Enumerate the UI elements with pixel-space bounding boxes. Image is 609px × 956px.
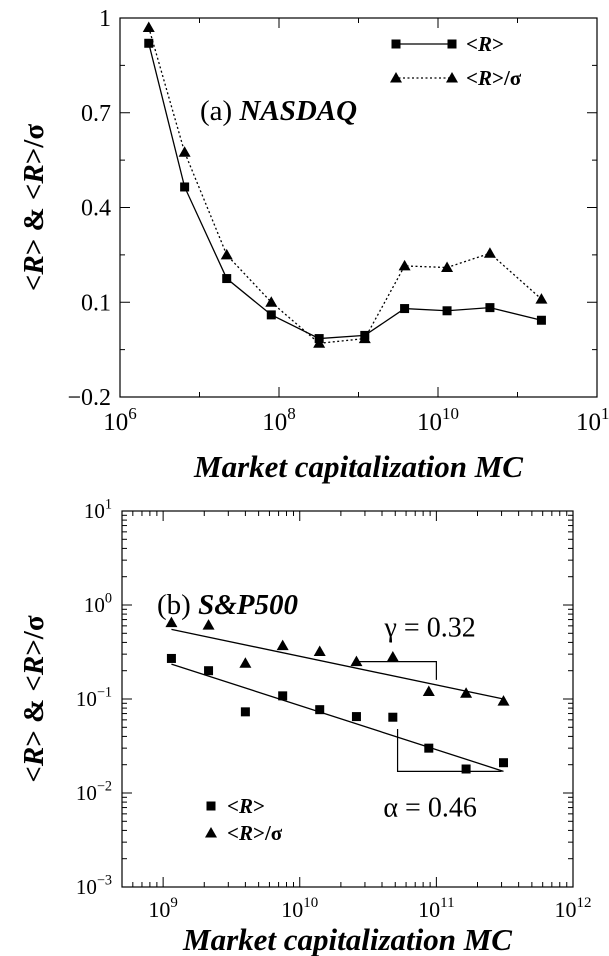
data-point-r xyxy=(400,304,410,314)
data-point-r xyxy=(485,303,495,313)
x-tick-label: 1011 xyxy=(418,895,454,922)
x-tick-label: 106 xyxy=(103,404,137,436)
x-tick-label: 109 xyxy=(148,895,177,922)
data-point-r-sigma xyxy=(441,261,454,273)
data-point-r-sigma xyxy=(142,21,155,32)
y-tick-label: 0.1 xyxy=(81,290,111,316)
panel-b: 109 1010 1011 1012 10−3 10−2 10−1 100 101 γ = 0.3… xyxy=(18,497,591,956)
panel-title-a: (a) NASDAQ xyxy=(200,95,357,127)
slope-triangle xyxy=(396,728,502,772)
y-tick-label: 100 xyxy=(84,591,112,617)
y-tick-label: 101 xyxy=(84,497,112,523)
slope-annotation: α = 0.46 xyxy=(383,793,476,824)
legend-marker xyxy=(447,39,457,49)
data-point-r-sigma xyxy=(483,247,496,258)
y-tick-label: 10−2 xyxy=(76,779,112,805)
slope-annotation: γ = 0.32 xyxy=(384,613,476,644)
legend-marker xyxy=(206,801,216,811)
data-point-r-sigma xyxy=(313,645,326,657)
x-tick-label: 108 xyxy=(262,404,296,436)
data-point-r-sigma xyxy=(350,655,363,667)
data-point-r-sigma xyxy=(178,146,191,157)
fit-line-r-sigma xyxy=(171,628,504,700)
y-tick-label: 10−3 xyxy=(76,873,112,899)
data-point-r-sigma xyxy=(265,296,278,307)
fit-line-r xyxy=(171,663,504,772)
legend-marker xyxy=(446,72,458,83)
legend-marker xyxy=(391,39,401,49)
data-point-r xyxy=(266,310,276,320)
data-point-r xyxy=(388,712,398,722)
x-axis-label-a: Market capitalization MC xyxy=(193,449,523,484)
legend-label: <R> xyxy=(227,794,265,818)
data-point-r-sigma xyxy=(497,695,510,706)
data-point-r xyxy=(536,315,546,325)
legend-label: <R>/σ xyxy=(227,821,283,845)
data-point-r-sigma xyxy=(239,657,252,668)
data-point-r xyxy=(180,182,190,192)
legend-b: <R> <R>/σ xyxy=(205,794,283,845)
data-point-r-sigma xyxy=(358,332,371,344)
data-point-r-sigma xyxy=(220,248,233,260)
legend-marker xyxy=(205,827,217,838)
y-tick-label: 10−1 xyxy=(76,685,112,711)
data-point-r xyxy=(351,712,361,722)
data-point-r xyxy=(204,666,214,676)
data-point-r-sigma xyxy=(313,337,326,348)
plot-frame xyxy=(119,17,598,398)
legend-label: <R> xyxy=(466,32,504,56)
panel-a: 106 108 1010 1012 −0.2 0.1 0.4 0.7 1 <R> <R>/σ (a) … xyxy=(18,6,609,484)
y-tick-label: 0.7 xyxy=(81,101,111,127)
slope-triangle xyxy=(356,660,437,680)
legend-label: <R>/σ xyxy=(466,66,522,90)
y-tick-label: −0.2 xyxy=(67,385,111,411)
legend-a: <R> <R>/σ xyxy=(390,32,522,90)
x-tick-label: 1012 xyxy=(576,404,609,436)
data-point-r xyxy=(144,38,154,48)
data-point-r xyxy=(499,758,509,768)
legend-marker xyxy=(390,72,402,83)
x-tick-label: 1010 xyxy=(281,895,318,922)
data-point-r xyxy=(442,306,452,316)
data-point-r xyxy=(424,743,434,753)
data-point-r-sigma xyxy=(460,687,473,698)
data-point-r-sigma xyxy=(165,616,178,628)
y-axis-label-b: <R> & <R>/σ xyxy=(18,615,50,783)
panel-title-b: (b) S&P500 xyxy=(157,589,298,621)
data-point-r xyxy=(222,274,232,284)
data-point-r xyxy=(461,764,471,774)
data-point-r-sigma xyxy=(422,685,435,697)
x-axis-label-b: Market capitalization MC xyxy=(182,922,512,956)
y-tick-label: 0.4 xyxy=(81,196,111,222)
data-point-r xyxy=(166,653,176,663)
data-point-r-sigma xyxy=(535,293,548,304)
data-point-r xyxy=(278,691,288,701)
data-point-r-sigma xyxy=(386,650,399,662)
data-point-r-sigma xyxy=(202,619,215,630)
data-point-r-sigma xyxy=(398,259,411,271)
series-line-r xyxy=(148,43,542,340)
x-tick-label: 1010 xyxy=(417,404,459,436)
y-axis-label-a: <R> & <R>/σ xyxy=(18,124,50,292)
y-tick-label: 1 xyxy=(99,6,111,32)
data-point-r-sigma xyxy=(276,639,289,651)
data-point-r xyxy=(315,705,325,715)
series-line-r-sigma xyxy=(148,27,542,344)
data-point-r xyxy=(240,707,250,717)
x-tick-label: 1012 xyxy=(555,895,592,922)
